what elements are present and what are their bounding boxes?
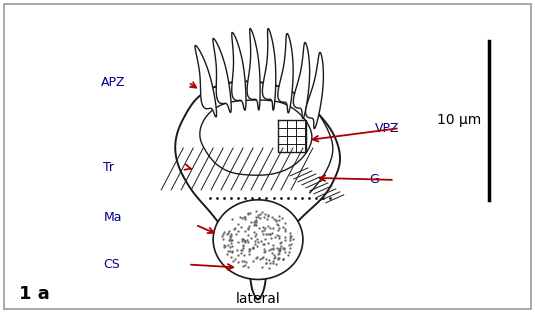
Text: 1 a: 1 a bbox=[19, 285, 49, 303]
Text: G: G bbox=[370, 173, 379, 187]
Text: APZ: APZ bbox=[101, 76, 125, 89]
Polygon shape bbox=[200, 100, 312, 175]
Polygon shape bbox=[263, 28, 276, 110]
Polygon shape bbox=[195, 45, 217, 117]
Polygon shape bbox=[278, 33, 293, 113]
Text: VPZ: VPZ bbox=[374, 122, 399, 135]
Text: Ma: Ma bbox=[103, 211, 122, 224]
Polygon shape bbox=[293, 43, 310, 119]
Polygon shape bbox=[175, 81, 340, 299]
Text: lateral: lateral bbox=[235, 292, 280, 306]
Polygon shape bbox=[247, 28, 260, 110]
Text: 10 μm: 10 μm bbox=[437, 113, 482, 127]
Polygon shape bbox=[305, 53, 323, 129]
Ellipse shape bbox=[213, 200, 303, 280]
Polygon shape bbox=[213, 38, 231, 112]
Text: CS: CS bbox=[103, 258, 120, 271]
Text: Tr: Tr bbox=[103, 162, 114, 174]
Polygon shape bbox=[232, 33, 246, 110]
